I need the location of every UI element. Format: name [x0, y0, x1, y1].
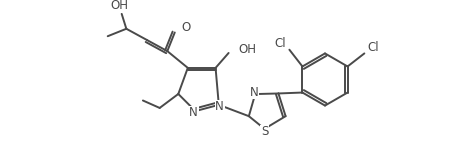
Text: O: O — [181, 21, 190, 34]
Text: Cl: Cl — [274, 37, 286, 50]
Text: N: N — [216, 100, 224, 113]
Text: N: N — [250, 86, 259, 99]
Text: OH: OH — [238, 43, 256, 56]
Text: OH: OH — [111, 0, 129, 12]
Text: N: N — [189, 106, 198, 119]
Text: Cl: Cl — [368, 41, 379, 54]
Text: S: S — [261, 125, 268, 138]
